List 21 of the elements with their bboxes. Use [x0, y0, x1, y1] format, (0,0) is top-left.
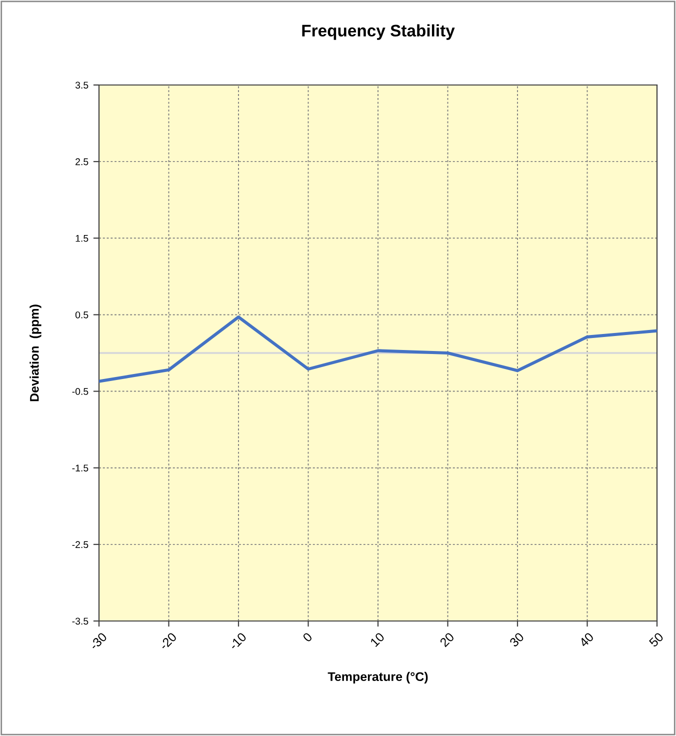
chart-title: Frequency Stability: [302, 24, 455, 40]
y-tick-label: -2.5: [72, 541, 88, 548]
y-tick-label: -3.5: [72, 618, 88, 625]
x-tick-label: 10: [370, 632, 385, 648]
x-tick-label: -30: [89, 632, 108, 650]
y-tick-label: 1.5: [76, 234, 88, 242]
line-series: [99, 315, 657, 383]
x-tick-label: 20: [439, 632, 455, 648]
y-tick-label: 0.5: [75, 311, 88, 318]
y-tick-label: 3.5: [75, 82, 88, 89]
x-tick-label: 40: [578, 632, 594, 648]
x-tick-label: 0: [302, 632, 313, 642]
y-tick-label: 2.5: [76, 158, 88, 166]
y-tick-label: -1.5: [72, 464, 88, 472]
x-tick-label: -10: [228, 632, 247, 650]
y-tick-label: -0.5: [72, 388, 88, 395]
x-tick-label: 50: [648, 632, 664, 648]
x-tick-label: 30: [509, 632, 524, 648]
y-axis-title: Deviation (ppm): [30, 304, 42, 402]
x-tick-label: -20: [158, 632, 178, 650]
x-axis-title: Temperature (°C): [328, 672, 428, 684]
